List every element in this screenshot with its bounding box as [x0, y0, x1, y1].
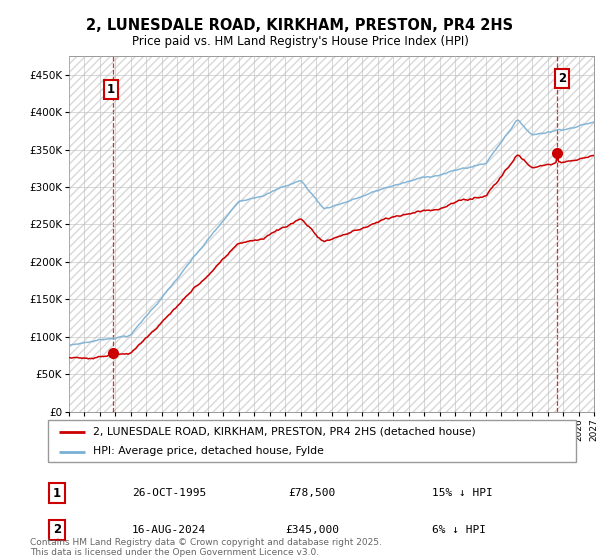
Text: Contains HM Land Registry data © Crown copyright and database right 2025.
This d: Contains HM Land Registry data © Crown c… [30, 538, 382, 557]
Text: 2: 2 [53, 523, 61, 536]
Text: 1: 1 [53, 487, 61, 500]
Text: 1: 1 [107, 83, 115, 96]
Text: 2, LUNESDALE ROAD, KIRKHAM, PRESTON, PR4 2HS (detached house): 2, LUNESDALE ROAD, KIRKHAM, PRESTON, PR4… [93, 427, 476, 437]
Text: 15% ↓ HPI: 15% ↓ HPI [432, 488, 493, 498]
Text: Price paid vs. HM Land Registry's House Price Index (HPI): Price paid vs. HM Land Registry's House … [131, 35, 469, 49]
Text: 16-AUG-2024: 16-AUG-2024 [132, 525, 206, 535]
Text: 6% ↓ HPI: 6% ↓ HPI [432, 525, 486, 535]
Text: 2: 2 [558, 72, 566, 85]
Text: HPI: Average price, detached house, Fylde: HPI: Average price, detached house, Fyld… [93, 446, 324, 456]
Text: £78,500: £78,500 [289, 488, 335, 498]
Text: 2, LUNESDALE ROAD, KIRKHAM, PRESTON, PR4 2HS: 2, LUNESDALE ROAD, KIRKHAM, PRESTON, PR4… [86, 18, 514, 32]
Text: £345,000: £345,000 [285, 525, 339, 535]
Text: 26-OCT-1995: 26-OCT-1995 [132, 488, 206, 498]
